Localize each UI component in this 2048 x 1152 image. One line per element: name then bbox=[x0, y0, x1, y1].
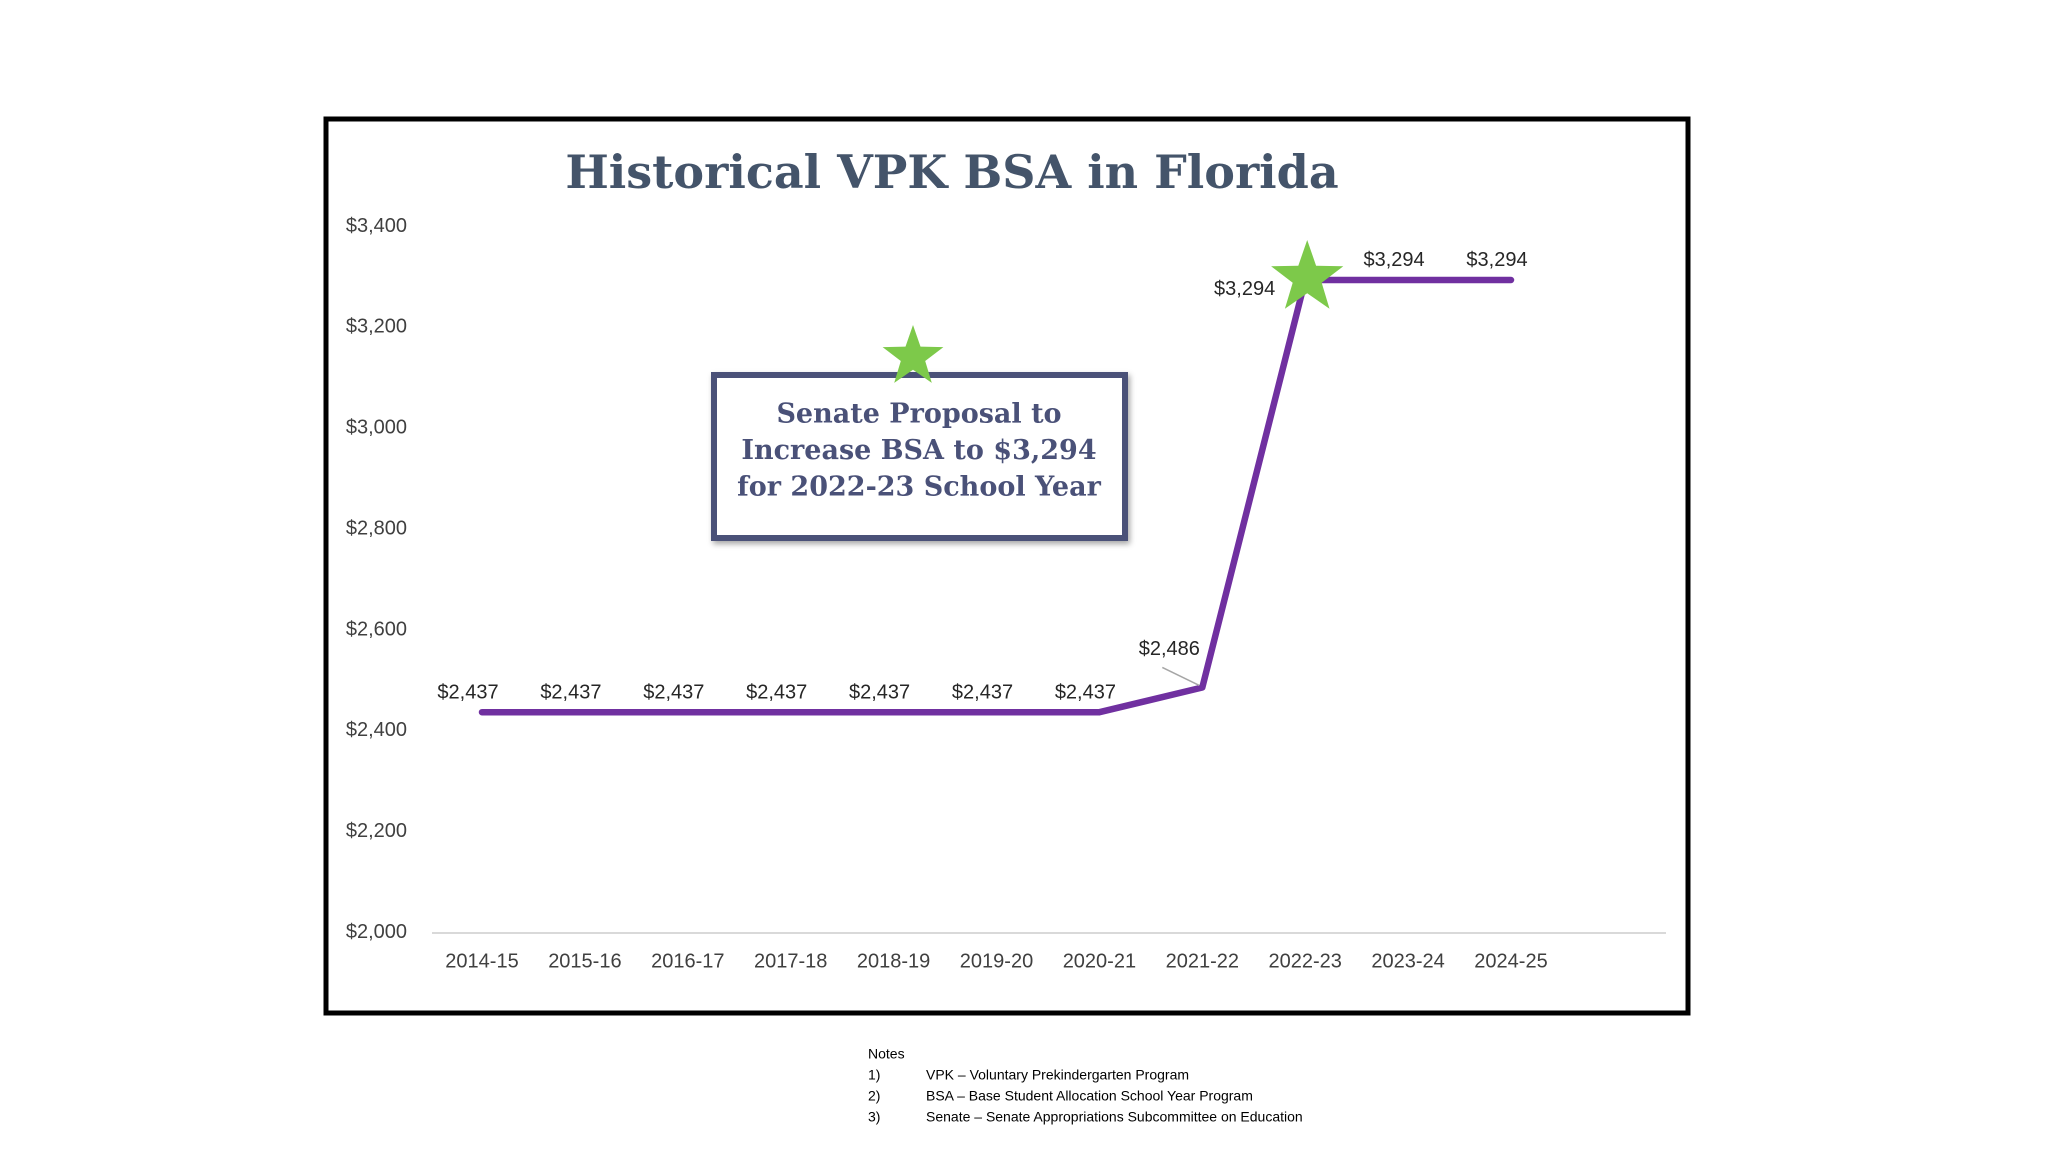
data-line bbox=[478, 276, 1515, 716]
y-tick-label: $3,200 bbox=[346, 316, 407, 338]
star-icon bbox=[882, 325, 944, 383]
y-tick-label: $3,400 bbox=[346, 215, 407, 237]
value-label: $2,437 bbox=[746, 681, 807, 703]
note-number: 1) bbox=[868, 1067, 880, 1083]
annotation-text: Senate Proposal to bbox=[776, 399, 1061, 430]
annotation-text: Increase BSA to $3,294 bbox=[741, 435, 1096, 466]
note-text: VPK – Voluntary Prekindergarten Program bbox=[926, 1067, 1189, 1083]
note-number: 2) bbox=[868, 1088, 880, 1104]
annotation-text: for 2022-23 School Year bbox=[737, 472, 1101, 503]
x-tick-label: 2019-20 bbox=[960, 950, 1033, 972]
value-label: $2,437 bbox=[540, 681, 601, 703]
value-label: $2,437 bbox=[437, 681, 498, 703]
x-tick-label: 2014-15 bbox=[445, 950, 518, 972]
x-tick-label: 2020-21 bbox=[1063, 950, 1136, 972]
y-tick-label: $3,000 bbox=[346, 417, 407, 439]
chart-frame bbox=[323, 116, 1691, 1016]
x-tick-label: 2015-16 bbox=[548, 950, 621, 972]
x-tick-label: 2018-19 bbox=[857, 950, 930, 972]
value-label: $2,437 bbox=[849, 681, 910, 703]
annotation-box bbox=[711, 372, 1128, 541]
notes: Notes 1) VPK – Voluntary Prekindergarten P… bbox=[868, 1046, 1303, 1125]
x-tick-label: 2017-18 bbox=[754, 950, 827, 972]
x-tick-label: 2016-17 bbox=[651, 950, 724, 972]
star-icon bbox=[1271, 240, 1344, 309]
plot: $2,000 $2,200 $2,400 $2,600 $2,800 $3,000 $3,2… bbox=[346, 215, 1548, 973]
value-label: $3,294 bbox=[1214, 278, 1275, 300]
value-label: $2,437 bbox=[952, 681, 1013, 703]
chart-title: Historical VPK BSA in Florida bbox=[565, 145, 1338, 199]
y-tick-label: $2,800 bbox=[346, 517, 407, 539]
value-label: $3,294 bbox=[1466, 249, 1527, 271]
value-label: $2,437 bbox=[1055, 681, 1116, 703]
notes-title: Notes bbox=[868, 1046, 905, 1062]
y-tick-label: $2,000 bbox=[346, 921, 407, 943]
y-tick-label: $2,600 bbox=[346, 618, 407, 640]
note-text: Senate – Senate Appropriations Subcommit… bbox=[926, 1109, 1303, 1125]
x-tick-label: 2024-25 bbox=[1474, 950, 1547, 972]
value-label: $2,486 bbox=[1139, 638, 1200, 660]
y-tick-label: $2,400 bbox=[346, 719, 407, 741]
x-tick-label: 2021-22 bbox=[1166, 950, 1239, 972]
value-label: $3,294 bbox=[1364, 249, 1425, 271]
leader-line bbox=[1161, 666, 1200, 687]
y-tick-label: $2,200 bbox=[346, 820, 407, 842]
x-tick-label: 2022-23 bbox=[1268, 950, 1341, 972]
x-tick-label: 2023-24 bbox=[1371, 950, 1444, 972]
value-label: $2,437 bbox=[643, 681, 704, 703]
annotation: Senate Proposal to Increase BSA to $3,294… bbox=[737, 399, 1101, 503]
note-text: BSA – Base Student Allocation School Yea… bbox=[926, 1088, 1253, 1104]
note-number: 3) bbox=[868, 1109, 880, 1125]
